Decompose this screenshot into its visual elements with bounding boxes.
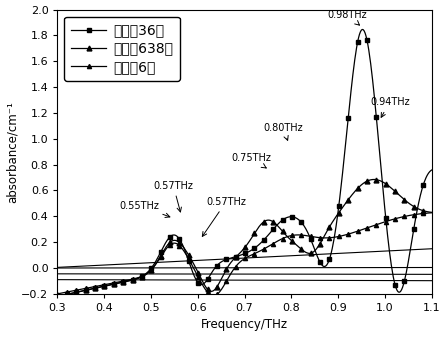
新陌䄖6号 xyxy=(203,288,208,292)
鲁研检36号 xyxy=(359,27,365,31)
鲁研检36号 xyxy=(100,284,105,288)
鲁研检36号 xyxy=(325,262,330,266)
Text: 0.98THz: 0.98THz xyxy=(328,10,368,25)
Text: 0.80THz: 0.80THz xyxy=(263,123,303,140)
新陌䄖6号 xyxy=(328,236,333,240)
鲁研检36号 xyxy=(429,168,434,172)
Line: 新陌䄖6号: 新陌䄖6号 xyxy=(55,211,434,298)
新陌䄖6号 xyxy=(291,233,297,237)
鑫秋正638号 xyxy=(290,240,296,244)
鑫秋正638号 xyxy=(203,285,208,289)
鑫秋正638号 xyxy=(371,178,376,182)
新陌䄖6号 xyxy=(429,211,434,215)
新陌䄖6号 xyxy=(177,244,182,248)
鲁研检36号 xyxy=(203,280,208,284)
新陌䄖6号 xyxy=(211,294,216,298)
鲁研检36号 xyxy=(55,295,60,299)
新陌䄖6号 xyxy=(55,292,60,296)
Text: 0.75THz: 0.75THz xyxy=(231,153,271,168)
鑫秋正638号 xyxy=(100,285,105,289)
Text: 0.57THz: 0.57THz xyxy=(153,181,193,212)
鑫秋正638号 xyxy=(429,210,434,214)
X-axis label: Frequency/THz: Frequency/THz xyxy=(201,318,288,332)
鲁研检36号 xyxy=(327,257,332,261)
鑫秋正638号 xyxy=(325,228,330,232)
新陌䄖6号 xyxy=(326,236,331,240)
Line: 鑫秋正638号: 鑫秋正638号 xyxy=(55,177,434,299)
Line: 鲁研检36号: 鲁研检36号 xyxy=(55,27,434,299)
Text: 0.55THz: 0.55THz xyxy=(119,201,170,217)
Legend: 鲁研检36号, 鑫秋正638号, 新陌䄖6号: 鲁研检36号, 鑫秋正638号, 新陌䄖6号 xyxy=(64,17,180,81)
Text: 0.57THz: 0.57THz xyxy=(202,197,246,236)
新陌䄖6号 xyxy=(100,283,105,287)
Y-axis label: absorbance/cm⁻¹: absorbance/cm⁻¹ xyxy=(5,101,19,203)
鑫秋正638号 xyxy=(327,225,332,229)
Text: 0.94THz: 0.94THz xyxy=(370,97,409,117)
鲁研检36号 xyxy=(177,237,182,241)
鑫秋正638号 xyxy=(177,241,182,245)
鲁研检36号 xyxy=(290,215,296,219)
鑫秋正638号 xyxy=(55,295,60,299)
